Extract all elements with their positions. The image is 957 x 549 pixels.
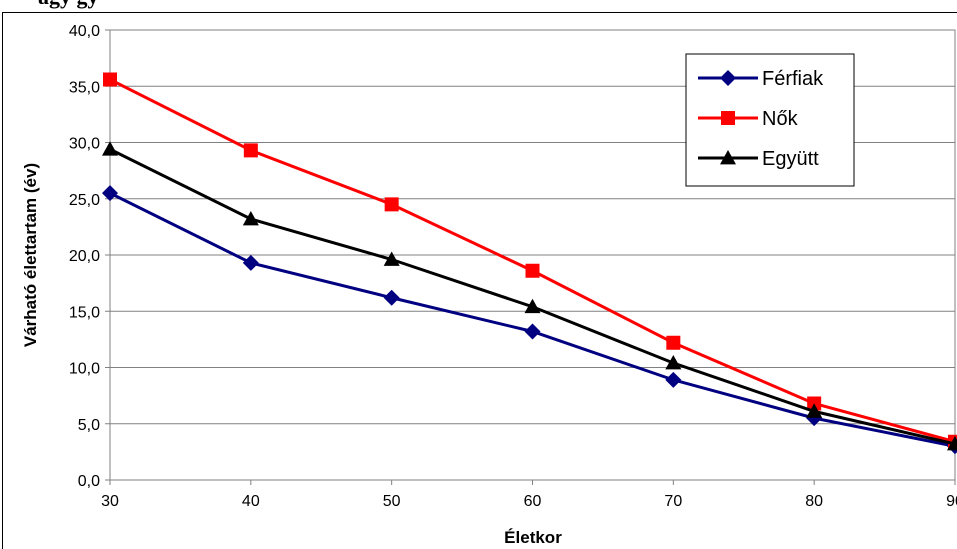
data-point [384,197,399,212]
y-tick-label: 30,0 [69,136,100,153]
series [102,141,957,451]
data-point [242,211,259,226]
data-point [103,72,117,87]
x-tick-label: 40 [242,493,260,510]
legend-marker [720,70,736,86]
data-point [525,263,540,278]
legend-label: Együtt [762,148,819,170]
series-group [102,72,957,455]
y-axis-label: Várható élettartam (év) [21,163,40,347]
heading-fragment-text: ágy gy [38,0,99,10]
legend-box [685,53,855,187]
x-axis-ticks: 30 40 50 60 70 80 90 [101,480,957,510]
data-point [243,143,258,158]
legend-label: Férfiak [762,68,824,90]
data-point [665,371,682,388]
data-point [524,323,541,340]
x-tick-label: 70 [664,493,682,510]
data-point [666,335,681,350]
y-tick-label: 25,0 [69,192,100,209]
data-point [102,141,118,156]
data-point [947,436,957,451]
data-point [806,403,823,418]
legend-label: Nők [762,108,799,130]
y-axis-ticks: 0,0 5,0 10,0 15,0 20,0 25,0 30,0 35,0 40,0 [69,23,110,490]
data-point [665,355,682,370]
y-tick-label: 35,0 [69,79,100,96]
legend-marker [720,150,736,165]
data-point [242,254,259,271]
y-tick-label: 0,0 [78,473,100,490]
data-point [383,289,400,306]
y-tick-label: 40,0 [69,23,100,40]
legend-marker [721,111,735,125]
data-point [102,185,118,202]
x-tick-label: 30 [101,493,119,510]
x-tick-label: 90 [946,493,957,510]
x-tick-label: 60 [524,493,542,510]
y-tick-label: 15,0 [69,304,100,321]
y-tick-label: 10,0 [69,361,100,378]
x-tick-label: 50 [383,493,401,510]
data-point [524,298,541,314]
x-axis-label: Életkor [504,528,562,547]
heading-fragment: ágy gy [0,0,340,12]
y-tick-label: 20,0 [69,248,100,265]
y-tick-label: 5,0 [78,417,100,434]
legend: Férfiak Nők Együtt [685,53,855,187]
data-point [383,251,400,266]
x-tick-label: 80 [805,493,823,510]
